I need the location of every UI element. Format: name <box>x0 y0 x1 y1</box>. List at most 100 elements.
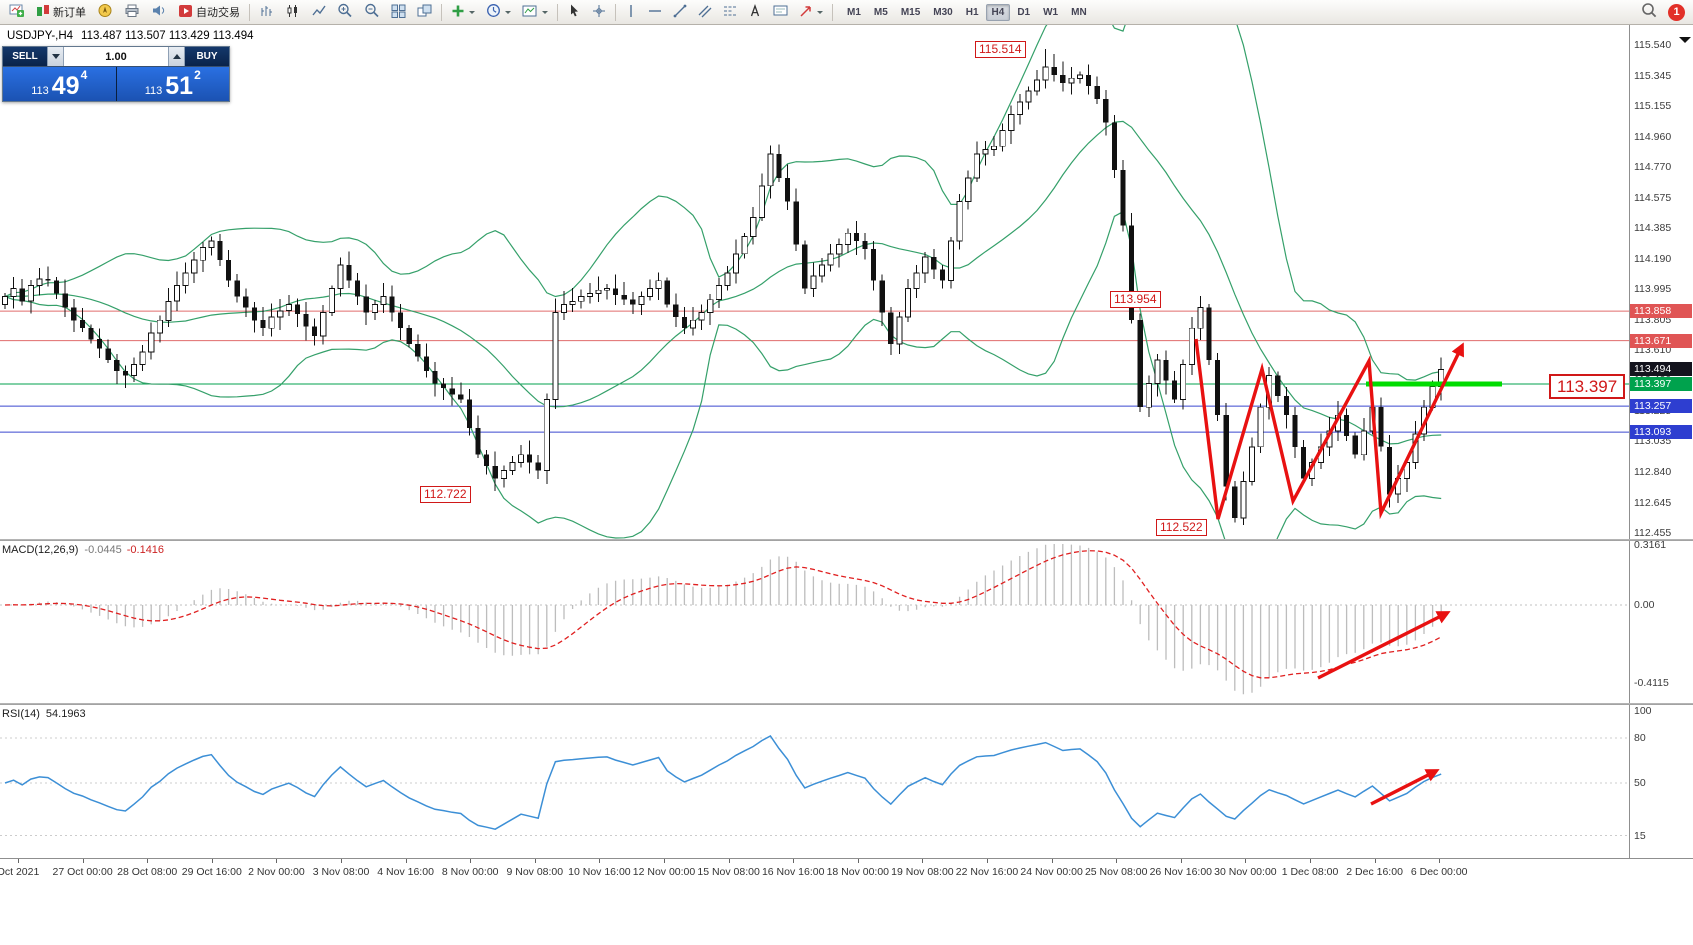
time-axis-label: 22 Nov 16:00 <box>955 866 1019 878</box>
new-order-button[interactable]: 新订单 <box>31 1 91 24</box>
timeframe-button-m5[interactable]: M5 <box>873 6 888 18</box>
cascade-windows-button[interactable] <box>412 1 437 24</box>
price-annotation[interactable]: 112.722 <box>420 486 471 503</box>
add-indicator-button[interactable] <box>446 1 480 24</box>
text-tool[interactable] <box>743 1 767 24</box>
auto-trading-button[interactable]: 自动交易 <box>173 1 245 24</box>
timeframe-button-m30[interactable]: M30 <box>933 6 953 18</box>
bar-chart-button[interactable] <box>254 1 279 24</box>
macd-name: MACD(12,26,9) <box>2 544 79 556</box>
toolbar-separator <box>249 3 250 21</box>
timeframe-button-m15[interactable]: M15 <box>900 6 921 18</box>
templates-dropdown[interactable] <box>517 1 553 24</box>
macd-axis-label: 0.00 <box>1634 599 1655 611</box>
price-axis-label: 114.960 <box>1634 130 1672 143</box>
cursor-button[interactable] <box>562 1 586 24</box>
timeframe-button-h1[interactable]: H1 <box>965 6 979 18</box>
price-annotation[interactable]: 113.397 <box>1549 374 1626 399</box>
timeframe-button-h4[interactable]: H4 <box>985 3 1011 21</box>
vertical-line-tool[interactable] <box>620 1 642 24</box>
volume-decrease-button[interactable] <box>47 47 64 66</box>
chevron-down-icon <box>469 11 475 17</box>
search-button[interactable] <box>1636 1 1663 24</box>
news-button[interactable] <box>146 1 172 24</box>
time-axis-label: 3 Nov 08:00 <box>312 866 370 878</box>
channel-tool[interactable] <box>693 1 717 24</box>
time-tick <box>211 859 213 863</box>
print-button[interactable] <box>119 1 145 24</box>
price-axis-label: 115.155 <box>1634 99 1672 112</box>
timeframe-button-w1[interactable]: W1 <box>1043 6 1059 18</box>
time-axis[interactable]: Oct 2021 27 Oct 00:00 28 Oct 08:00 29 Oct 1… <box>0 858 1693 885</box>
buy-price-button[interactable]: 113 51 2 <box>116 67 229 101</box>
auto-trading-label: 自动交易 <box>196 7 240 19</box>
time-tick <box>599 859 601 863</box>
time-tick <box>341 859 342 863</box>
crosshair-button[interactable] <box>587 1 611 24</box>
label-tool[interactable] <box>768 1 793 24</box>
price-axis-label: 112.455 <box>1634 527 1672 539</box>
rsi-label: RSI(14) 54.1963 <box>2 708 86 720</box>
new-chart-button[interactable] <box>4 1 30 24</box>
price-axis-label: 113.995 <box>1634 283 1672 296</box>
trend-arrow[interactable] <box>1194 338 1464 520</box>
sell-button[interactable]: SELL <box>3 47 47 66</box>
time-axis-label: Oct 2021 <box>0 866 40 878</box>
time-tick <box>147 859 149 863</box>
zoom-in-button[interactable] <box>332 1 358 24</box>
macd-axis[interactable]: 0.3161 0.00 -0.4115 <box>1629 539 1693 703</box>
price-annotation[interactable]: 113.954 <box>1110 291 1161 308</box>
time-tick <box>857 859 859 863</box>
time-tick <box>664 859 665 863</box>
pane-divider[interactable] <box>0 703 1693 705</box>
periods-dropdown[interactable] <box>481 1 516 24</box>
sell-price-button[interactable]: 113 49 4 <box>3 67 117 101</box>
rsi-pane: RSI(14) 54.1963 100 80 50 15 <box>0 705 1693 858</box>
price-axis-label: 114.770 <box>1634 160 1672 173</box>
arrow-tool-icon <box>799 4 813 21</box>
trend-arrow[interactable] <box>1317 611 1451 680</box>
candlestick-chart-button[interactable] <box>280 1 305 24</box>
trend-arrow[interactable] <box>1370 769 1440 806</box>
time-tick <box>405 859 407 863</box>
tile-windows-button[interactable] <box>386 1 411 24</box>
rsi-axis[interactable]: 100 80 50 15 <box>1629 705 1693 858</box>
time-axis-label: 15 Nov 08:00 <box>697 866 760 878</box>
toolbar-separator <box>557 3 558 21</box>
time-tick <box>1374 859 1376 863</box>
bull-candles <box>1 66 1445 519</box>
macd-pane: MACD(12,26,9) -0.0445 -0.1416 0.3161 0.00 -0… <box>0 539 1693 703</box>
buy-button[interactable]: BUY <box>185 47 229 66</box>
trendline-tool[interactable] <box>668 1 692 24</box>
bear-candles <box>19 67 1393 518</box>
timeframe-button-d1[interactable]: D1 <box>1017 6 1031 18</box>
rsi-axis-label: 80 <box>1634 732 1646 744</box>
arrows-tool[interactable] <box>794 1 828 24</box>
time-tick <box>1245 859 1247 863</box>
rsi-line <box>4 735 1442 830</box>
price-annotation[interactable]: 115.514 <box>975 41 1026 58</box>
time-tick <box>1439 859 1441 863</box>
time-tick <box>1310 859 1311 863</box>
main-price-axis[interactable]: 115.540 115.345 115.155 114.960 114.770 114.5… <box>1629 25 1693 539</box>
fibonacci-tool[interactable] <box>718 1 742 24</box>
timeframe-button-mn[interactable]: MN <box>1071 6 1087 18</box>
volume-increase-button[interactable] <box>168 47 185 66</box>
horizontal-line-icon <box>648 5 662 20</box>
price-annotation[interactable]: 112.522 <box>1156 519 1207 536</box>
price-axis-label: 112.645 <box>1634 496 1672 509</box>
time-axis-label: 6 Dec 00:00 <box>1410 866 1468 878</box>
pane-divider[interactable] <box>0 539 1693 541</box>
line-chart-button[interactable] <box>306 1 331 24</box>
chart-shift-marker[interactable] <box>1679 37 1691 49</box>
notification-badge[interactable]: 1 <box>1668 3 1685 21</box>
trendline-icon <box>673 4 687 21</box>
zoom-out-button[interactable] <box>359 1 385 24</box>
volume-input[interactable] <box>64 47 168 66</box>
rsi-axis-label: 15 <box>1634 829 1646 842</box>
horizontal-line-tool[interactable] <box>643 1 667 24</box>
price-badge: 113.671 <box>1630 333 1692 348</box>
timeframe-button-m1[interactable]: M1 <box>847 6 861 18</box>
label-icon <box>773 4 788 20</box>
guide-button[interactable] <box>92 1 118 24</box>
